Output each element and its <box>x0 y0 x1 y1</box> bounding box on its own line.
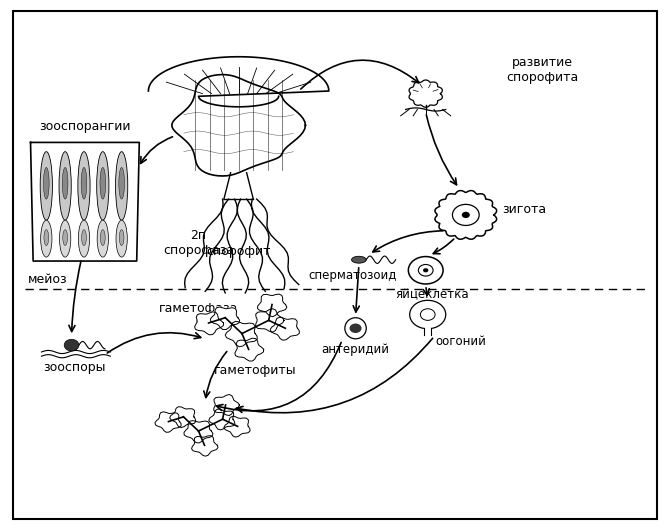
Polygon shape <box>148 57 329 107</box>
Polygon shape <box>195 312 223 335</box>
Polygon shape <box>172 75 305 176</box>
Ellipse shape <box>79 220 90 257</box>
Text: зооспоры: зооспоры <box>44 361 106 374</box>
Polygon shape <box>184 421 213 443</box>
Ellipse shape <box>44 229 49 245</box>
Circle shape <box>452 205 479 225</box>
Polygon shape <box>209 409 235 430</box>
Polygon shape <box>155 412 181 432</box>
Circle shape <box>409 257 443 284</box>
Polygon shape <box>270 317 299 340</box>
Polygon shape <box>211 307 240 330</box>
Ellipse shape <box>62 167 68 199</box>
Circle shape <box>420 309 435 320</box>
Circle shape <box>423 268 428 272</box>
Polygon shape <box>31 143 140 261</box>
Polygon shape <box>224 416 250 437</box>
Ellipse shape <box>97 152 109 220</box>
Ellipse shape <box>97 220 109 257</box>
Polygon shape <box>409 80 442 108</box>
Ellipse shape <box>41 220 52 257</box>
Ellipse shape <box>345 317 366 339</box>
Polygon shape <box>424 328 431 334</box>
Text: сперматозоид: сперматозоид <box>308 269 397 281</box>
Polygon shape <box>225 321 257 347</box>
Ellipse shape <box>115 152 127 220</box>
Polygon shape <box>235 338 264 361</box>
Text: мейоз: мейоз <box>28 273 68 286</box>
Polygon shape <box>191 436 218 456</box>
Circle shape <box>410 301 446 329</box>
Ellipse shape <box>119 229 124 245</box>
Text: зигота: зигота <box>503 203 547 216</box>
Ellipse shape <box>119 167 124 199</box>
Ellipse shape <box>352 257 366 263</box>
Text: антеридий: антеридий <box>321 343 390 356</box>
Ellipse shape <box>63 229 68 245</box>
Circle shape <box>350 323 362 333</box>
Ellipse shape <box>60 220 71 257</box>
Ellipse shape <box>100 167 105 199</box>
Polygon shape <box>170 407 196 428</box>
Polygon shape <box>224 173 254 199</box>
Text: развитие
спорофита: развитие спорофита <box>507 56 579 84</box>
Circle shape <box>462 212 470 218</box>
Polygon shape <box>214 394 240 416</box>
Ellipse shape <box>81 167 87 199</box>
Polygon shape <box>256 309 284 332</box>
Ellipse shape <box>101 229 105 245</box>
Ellipse shape <box>82 229 87 245</box>
Ellipse shape <box>78 152 90 220</box>
Text: гаметофиты: гаметофиты <box>214 364 297 377</box>
Text: спорофит: спорофит <box>207 245 271 259</box>
Text: 2п
спорофаза: 2п спорофаза <box>163 229 234 257</box>
Circle shape <box>64 339 79 351</box>
Ellipse shape <box>40 152 52 220</box>
Text: зооспорангии: зооспорангии <box>39 120 131 133</box>
Text: гаметофаза
п: гаметофаза п <box>159 302 238 330</box>
Text: яйцеклетка: яйцеклетка <box>396 288 469 301</box>
Circle shape <box>418 264 433 276</box>
Polygon shape <box>435 191 497 239</box>
Ellipse shape <box>44 167 49 199</box>
Ellipse shape <box>59 152 71 220</box>
Polygon shape <box>258 294 287 316</box>
Text: оогоний: оогоний <box>435 334 486 348</box>
Ellipse shape <box>116 220 127 257</box>
